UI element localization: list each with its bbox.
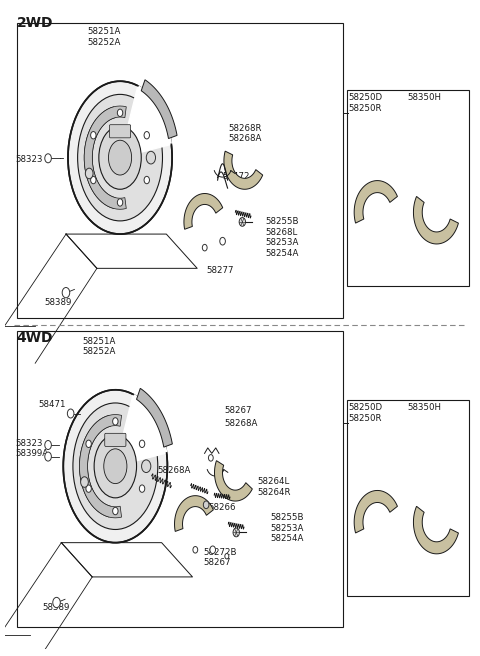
Polygon shape (80, 415, 121, 518)
Circle shape (225, 554, 229, 559)
Circle shape (144, 132, 149, 139)
Circle shape (117, 109, 123, 117)
Circle shape (85, 168, 93, 178)
Ellipse shape (78, 94, 162, 221)
Circle shape (203, 245, 207, 251)
Text: 58266: 58266 (208, 503, 236, 512)
Polygon shape (354, 180, 397, 223)
Text: 58350H: 58350H (407, 403, 441, 412)
Text: 4WD: 4WD (16, 331, 53, 344)
Circle shape (146, 152, 156, 164)
Ellipse shape (68, 81, 172, 234)
Text: 58350H: 58350H (407, 93, 441, 102)
Ellipse shape (104, 449, 127, 483)
Circle shape (91, 176, 96, 184)
Polygon shape (84, 107, 115, 209)
Ellipse shape (63, 390, 168, 543)
Text: 58251A
58252A: 58251A 58252A (87, 27, 120, 47)
FancyBboxPatch shape (109, 125, 131, 138)
Circle shape (113, 507, 118, 515)
FancyBboxPatch shape (105, 434, 126, 447)
Text: 58268A: 58268A (157, 466, 191, 475)
Polygon shape (413, 196, 458, 244)
Circle shape (117, 199, 123, 206)
Text: 58255B
58253A
58254A: 58255B 58253A 58254A (271, 513, 304, 543)
Polygon shape (175, 496, 213, 531)
Polygon shape (184, 194, 223, 230)
Ellipse shape (94, 434, 136, 498)
Circle shape (81, 477, 88, 487)
Text: 58277: 58277 (206, 266, 234, 275)
Polygon shape (115, 394, 167, 466)
Circle shape (139, 440, 145, 447)
Text: 58323
58399A: 58323 58399A (15, 439, 48, 458)
Polygon shape (224, 151, 263, 190)
Circle shape (91, 132, 96, 139)
Text: 58389: 58389 (42, 602, 70, 611)
Circle shape (86, 485, 91, 492)
Polygon shape (354, 491, 397, 533)
Circle shape (113, 418, 118, 425)
Bar (16, 331, 344, 627)
Circle shape (210, 546, 216, 554)
Text: 58268A: 58268A (225, 419, 258, 428)
Circle shape (62, 287, 70, 298)
Text: 58267: 58267 (225, 407, 252, 415)
Circle shape (45, 154, 51, 163)
Circle shape (220, 237, 226, 245)
Bar (347, 400, 468, 596)
Circle shape (208, 455, 213, 461)
Circle shape (204, 501, 209, 508)
Circle shape (239, 218, 246, 226)
Bar (16, 23, 344, 318)
Ellipse shape (73, 403, 158, 529)
Circle shape (67, 409, 74, 418)
Ellipse shape (108, 140, 132, 175)
Text: 58471: 58471 (39, 400, 66, 409)
Polygon shape (84, 106, 126, 209)
Text: 58472: 58472 (222, 173, 250, 182)
Ellipse shape (99, 126, 141, 190)
Text: 58255B
58268L
58253A
58254A: 58255B 58268L 58253A 58254A (266, 217, 300, 258)
Text: 58268R
58268A: 58268R 58268A (228, 123, 262, 143)
Circle shape (193, 546, 198, 553)
Polygon shape (120, 86, 171, 157)
Text: 2WD: 2WD (16, 16, 53, 30)
Circle shape (45, 452, 51, 461)
Circle shape (144, 176, 149, 184)
Text: 58264L
58264R: 58264L 58264R (258, 477, 291, 497)
Polygon shape (413, 506, 458, 554)
Text: 58250D
58250R: 58250D 58250R (348, 403, 382, 422)
Text: 58272B
58267: 58272B 58267 (204, 548, 237, 567)
Polygon shape (215, 461, 252, 501)
Bar (347, 90, 468, 286)
Circle shape (45, 441, 51, 449)
Polygon shape (136, 388, 172, 447)
Polygon shape (141, 80, 177, 138)
Text: 58250D
58250R: 58250D 58250R (348, 93, 382, 113)
Circle shape (53, 598, 60, 607)
Text: 58251A
58252A: 58251A 58252A (82, 337, 116, 356)
Circle shape (142, 460, 151, 472)
Text: 58323: 58323 (15, 155, 43, 164)
Circle shape (233, 528, 240, 537)
Text: 58389: 58389 (45, 298, 72, 307)
Circle shape (86, 440, 91, 447)
Circle shape (139, 485, 145, 492)
Polygon shape (80, 415, 110, 517)
